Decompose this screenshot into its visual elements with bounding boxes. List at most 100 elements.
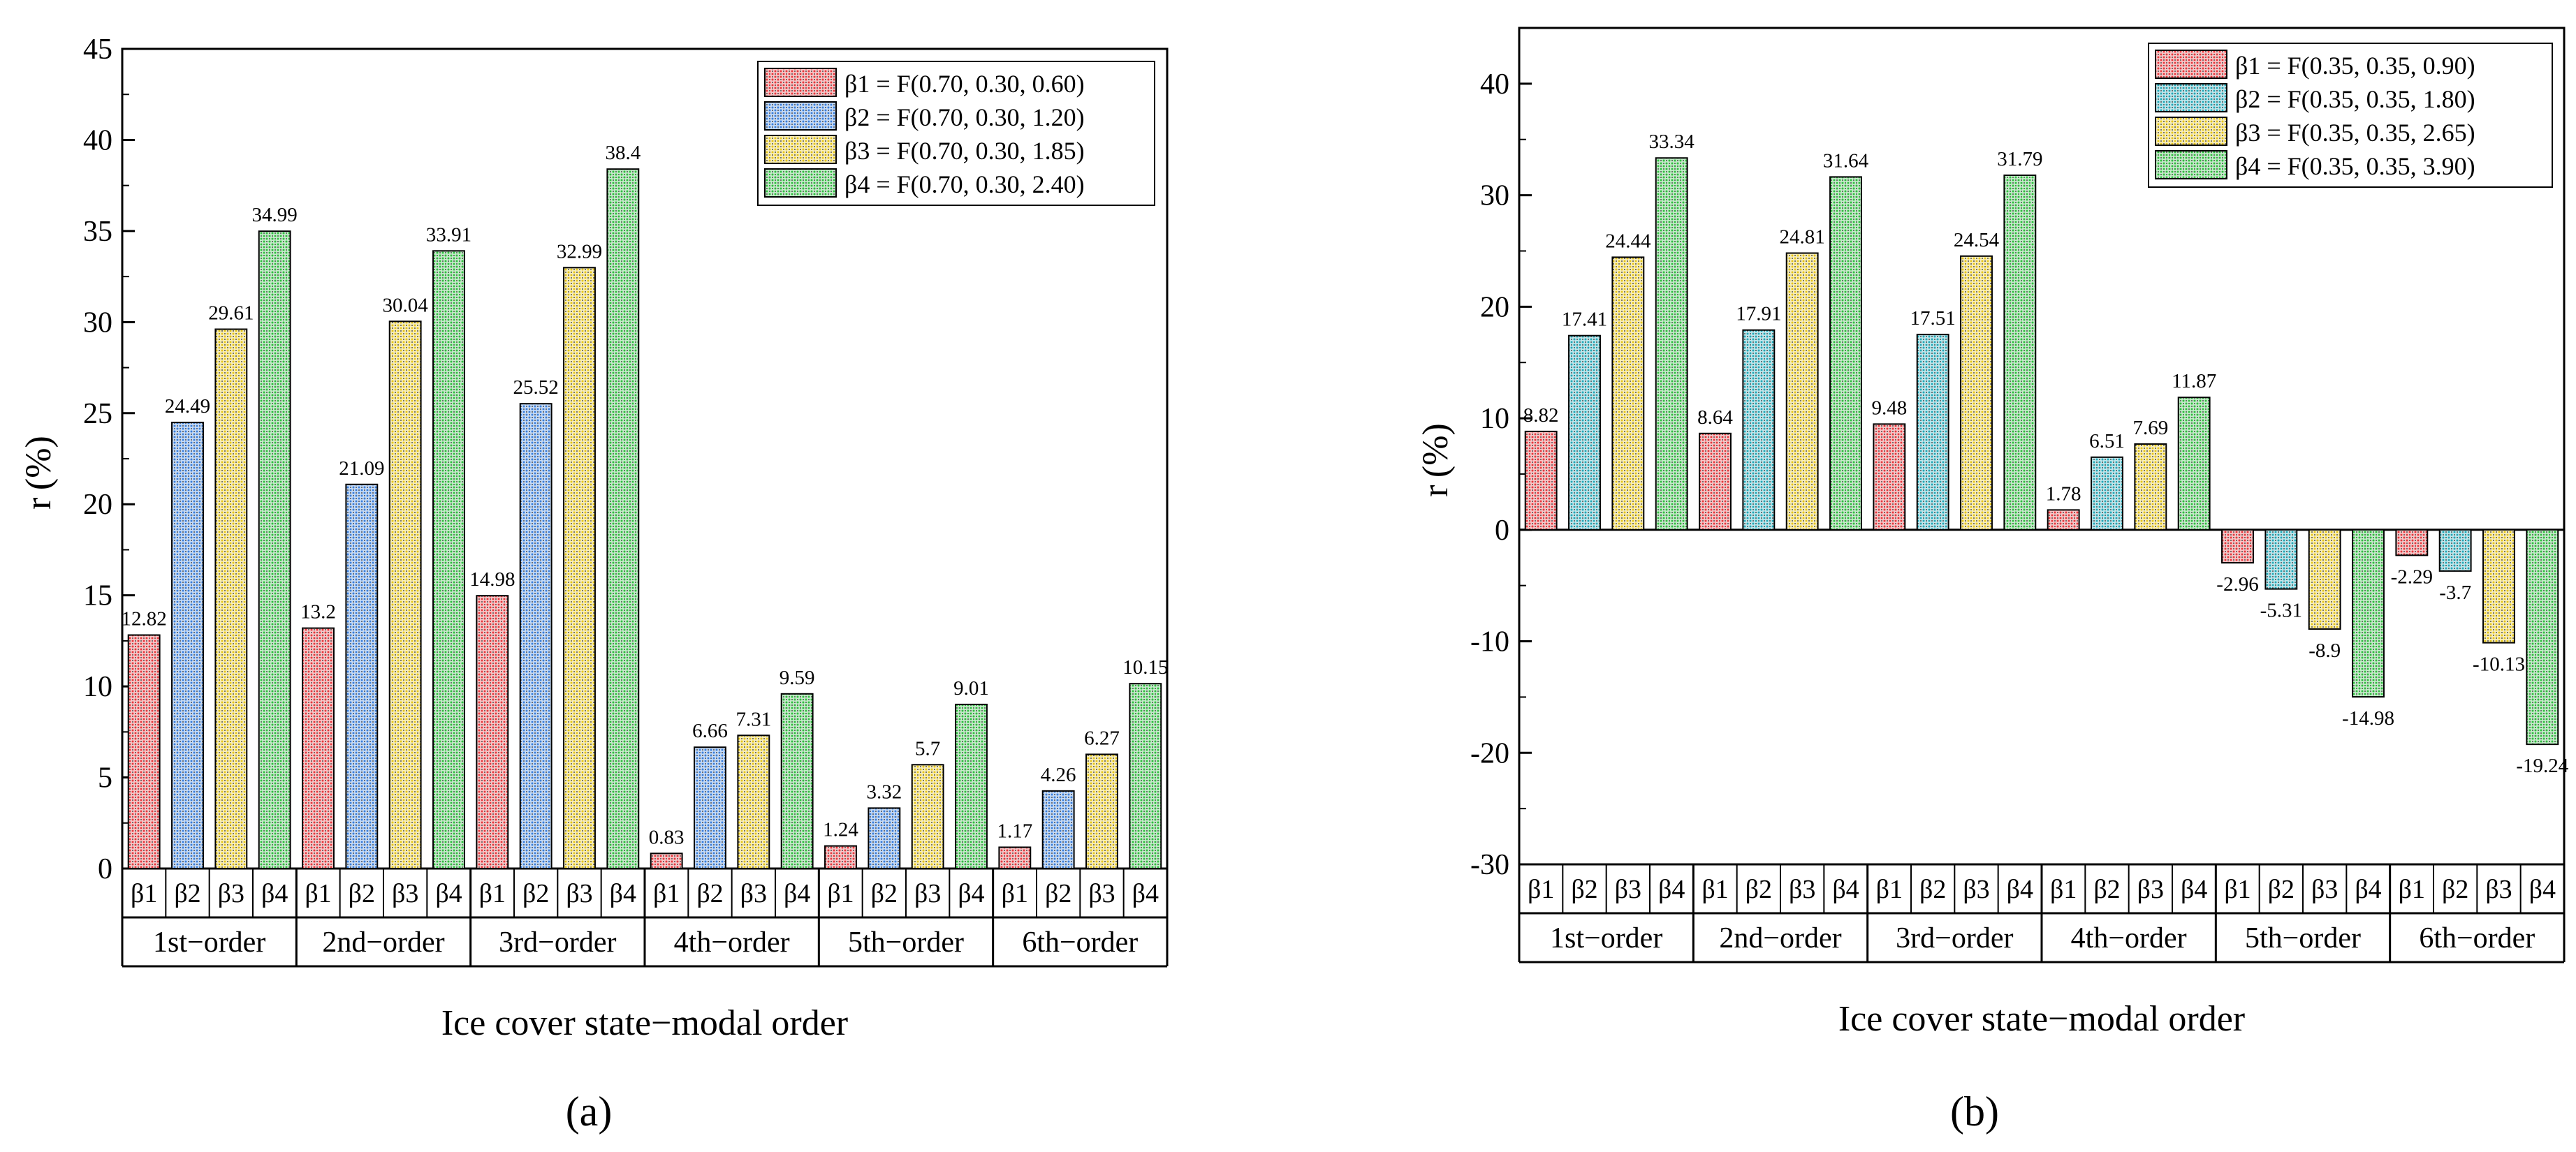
bar-4 — [1829, 176, 1862, 531]
category-label: 1st−order — [1550, 922, 1662, 954]
data-label: 24.81 — [1780, 226, 1825, 249]
bar-4 — [432, 250, 465, 869]
y-tick-label: 20 — [1480, 291, 1509, 323]
data-label: 6.27 — [1084, 727, 1120, 749]
subcategory-label: β3 — [1615, 875, 1641, 904]
legend-label: β4 = F(0.35, 0.35, 3.90) — [2235, 152, 2475, 180]
x-axis-title: Ice cover state−modal order — [1838, 999, 2245, 1039]
data-label: 17.51 — [1910, 307, 1956, 330]
bar-2 — [519, 403, 552, 869]
subcategory-label: β4 — [784, 879, 810, 908]
subcategory-label: β2 — [1919, 875, 1946, 904]
bar-1 — [476, 595, 509, 869]
bar-1 — [2047, 509, 2080, 531]
subcategory-label: β3 — [1789, 875, 1815, 904]
legend-swatch-4 — [764, 168, 837, 198]
bar-3 — [911, 764, 944, 869]
category-label: 4th−order — [674, 926, 790, 959]
subcategory-label: β4 — [2529, 875, 2556, 904]
subcategory-label: β1 — [2224, 875, 2251, 904]
data-label: 32.99 — [557, 240, 602, 263]
data-label: 25.52 — [513, 376, 559, 399]
bar-1 — [824, 845, 857, 870]
bar-1 — [302, 627, 335, 869]
subcategory-label: β4 — [1832, 875, 1859, 904]
bar-2 — [171, 422, 204, 869]
subcategory-label: β1 — [1876, 875, 1903, 904]
data-label: 24.44 — [1605, 230, 1651, 252]
subcategory-label: β4 — [610, 879, 636, 908]
y-tick-label: 25 — [83, 398, 112, 430]
subcategory-label: β2 — [522, 879, 549, 908]
subcategory-label: β1 — [1002, 879, 1028, 908]
data-label: 4.26 — [1041, 764, 1076, 786]
bar-4 — [2526, 529, 2559, 746]
subcategory-label: β3 — [2311, 875, 2338, 904]
subcategory-label: β1 — [479, 879, 506, 908]
bar-1 — [1873, 423, 1906, 531]
bar-4 — [1655, 157, 1688, 531]
bar-3 — [2308, 529, 2341, 630]
legend-label: β2 = F(0.35, 0.35, 1.80) — [2235, 85, 2475, 113]
data-label: -5.31 — [2260, 600, 2302, 622]
data-label: 7.69 — [2132, 417, 2168, 439]
subcategory-label: β3 — [1088, 879, 1115, 908]
bar-1 — [1524, 430, 1558, 531]
data-label: 1.17 — [997, 820, 1032, 842]
panel-label: (b) — [1950, 1088, 1999, 1135]
data-label: 3.32 — [866, 781, 902, 803]
legend-swatch-1 — [2155, 50, 2227, 79]
y-tick-label: 30 — [1480, 180, 1509, 212]
category-label: 5th−order — [848, 926, 964, 959]
data-label: -3.7 — [2439, 582, 2471, 604]
bar-1 — [2221, 529, 2254, 564]
bar-4 — [2177, 397, 2211, 531]
subcategory-label: β2 — [1045, 879, 1071, 908]
bar-1 — [127, 634, 161, 870]
data-label: 33.91 — [426, 223, 471, 246]
y-tick-label: 35 — [83, 216, 112, 248]
data-label: 7.31 — [736, 708, 771, 730]
data-label: 6.66 — [692, 720, 728, 742]
bar-3 — [214, 328, 248, 869]
category-label: 6th−order — [1022, 926, 1138, 959]
bar-3 — [1785, 252, 1819, 531]
legend-swatch-3 — [2155, 117, 2227, 146]
data-label: 13.2 — [300, 601, 336, 623]
category-label: 1st−order — [153, 926, 265, 959]
data-label: 24.54 — [1954, 229, 2000, 251]
y-axis-title: r (%) — [1416, 423, 1456, 497]
subcategory-label: β1 — [1528, 875, 1554, 904]
y-tick-label: -10 — [1470, 626, 1509, 658]
category-label: 2nd−order — [1719, 922, 1841, 954]
legend-label: β3 = F(0.70, 0.30, 1.85) — [844, 137, 1085, 165]
y-tick-label: -30 — [1470, 849, 1509, 881]
bar-3 — [2134, 443, 2167, 531]
y-tick-label: 0 — [1495, 515, 1509, 547]
y-tick-label: 5 — [98, 762, 112, 795]
data-label: 9.59 — [780, 667, 815, 689]
subcategory-label: β1 — [2050, 875, 2077, 904]
y-tick-label: 10 — [83, 671, 112, 703]
legend-label: β3 = F(0.35, 0.35, 2.65) — [2235, 119, 2475, 147]
y-tick-label: -20 — [1470, 737, 1509, 769]
legend-swatch-2 — [2155, 83, 2227, 112]
subcategory-label: β4 — [2355, 875, 2381, 904]
subcategory-label: β4 — [261, 879, 288, 908]
legend-swatch-2 — [764, 101, 837, 131]
subcategory-label: β1 — [827, 879, 854, 908]
bar-3 — [1085, 753, 1118, 869]
x-axis-title: Ice cover state−modal order — [441, 1003, 848, 1043]
data-label: 8.64 — [1697, 406, 1733, 429]
data-label: -2.96 — [2216, 573, 2258, 596]
subcategory-label: β4 — [1132, 879, 1159, 908]
bar-4 — [258, 230, 291, 869]
y-tick-label: 40 — [1480, 68, 1509, 101]
bar-3 — [2482, 529, 2515, 644]
subcategory-label: β2 — [174, 879, 200, 908]
bar-2 — [345, 483, 379, 869]
bar-1 — [1699, 432, 1732, 531]
y-tick-label: 15 — [83, 580, 112, 612]
data-label: 33.34 — [1649, 131, 1695, 153]
